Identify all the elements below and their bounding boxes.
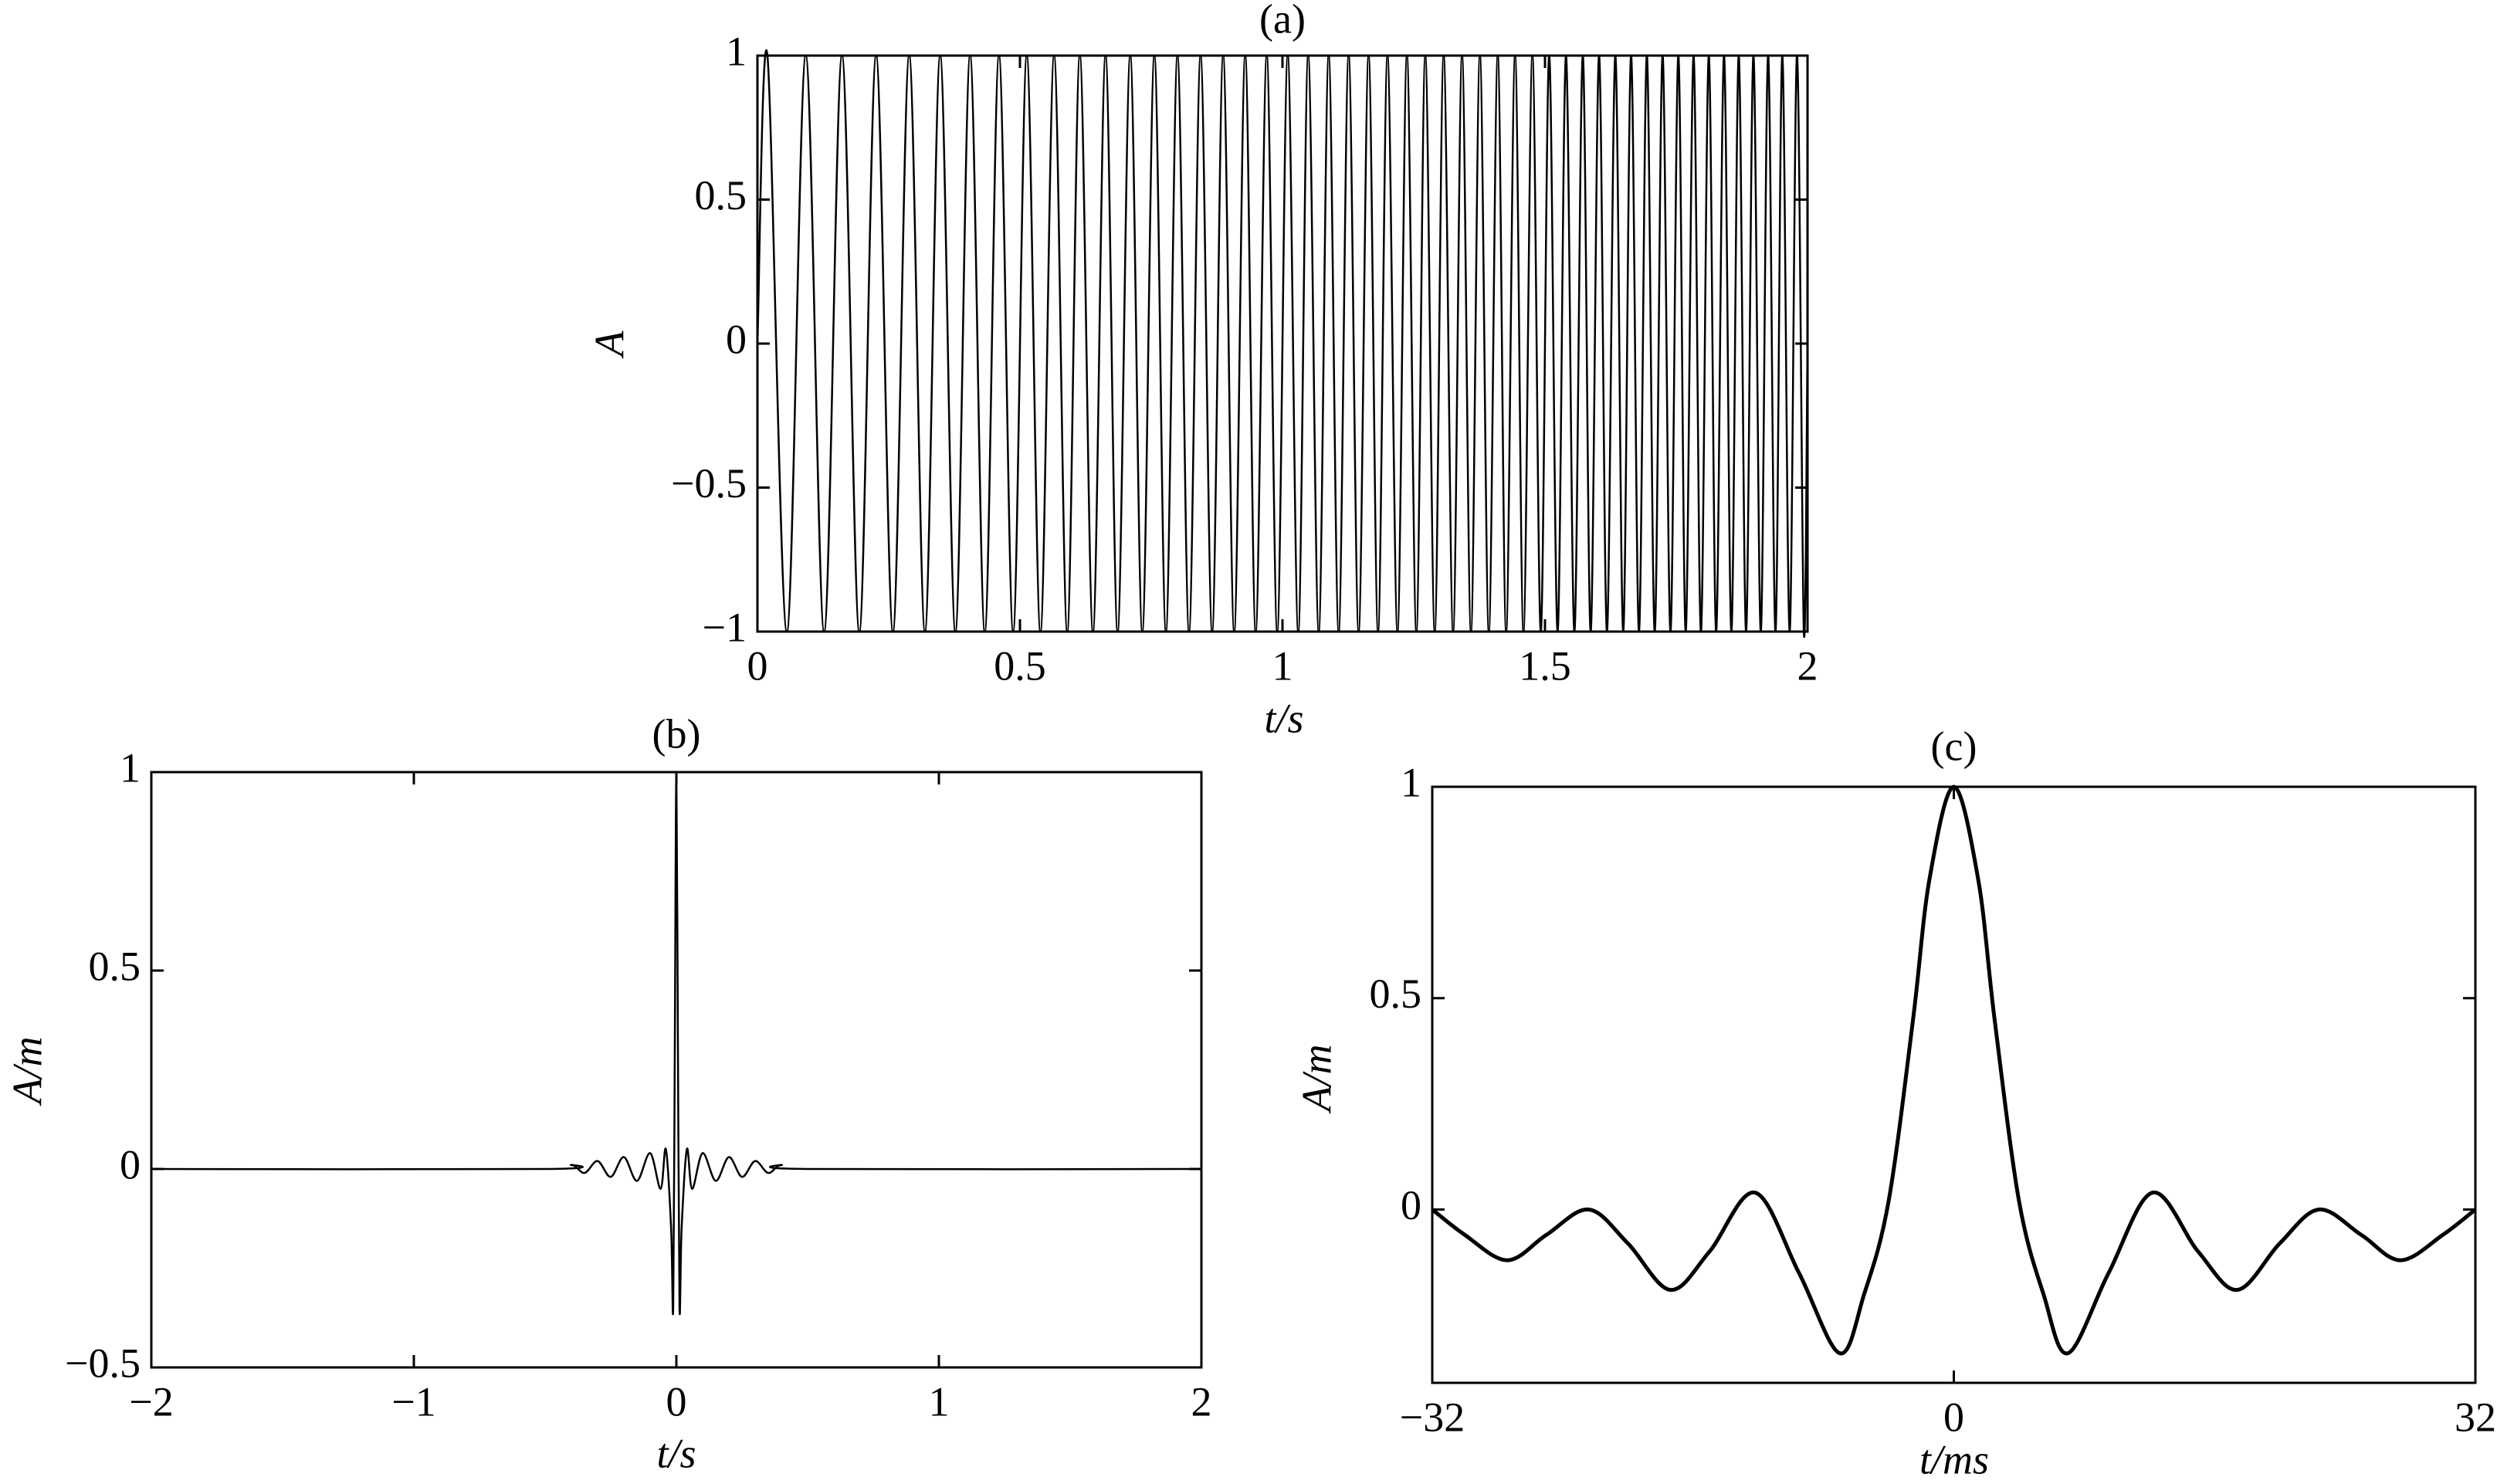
y-tick-label: 0.5 bbox=[1370, 971, 1422, 1017]
x-tick-label: 0 bbox=[1943, 1394, 1964, 1440]
x-tick-label: 1 bbox=[1272, 642, 1293, 689]
y-tick-label: 0.5 bbox=[89, 943, 141, 989]
x-tick-label: 0 bbox=[666, 1378, 687, 1425]
y-axis-label: A/m bbox=[4, 1037, 50, 1106]
x-tick-label: 1.5 bbox=[1519, 642, 1571, 689]
subplot: 0 0.5 1 1.5 2 −1 −0.5 0 0.5 1 (a) t/s A bbox=[586, 0, 1818, 741]
data-line bbox=[756, 49, 1809, 639]
y-tick-label: −1 bbox=[703, 604, 747, 650]
data-line bbox=[151, 771, 1202, 1316]
y-axis-label: A/m bbox=[1293, 1045, 1340, 1114]
x-axis-label: t/s bbox=[1264, 695, 1303, 741]
x-tick-label: −1 bbox=[391, 1378, 435, 1425]
x-axis-label: t/s bbox=[656, 1430, 696, 1476]
y-axis-label: A bbox=[586, 330, 632, 359]
x-tick-label: −2 bbox=[129, 1378, 173, 1425]
x-tick-label: 0 bbox=[747, 642, 768, 689]
x-axis-label: t/ms bbox=[1919, 1436, 1989, 1482]
plot-frame bbox=[1431, 785, 2477, 1384]
subplot: −32 0 32 0 0.5 1 (c) t/ms A/m bbox=[1293, 723, 2496, 1482]
x-tick-label: 1 bbox=[929, 1378, 950, 1425]
x-tick-label: 0.5 bbox=[994, 642, 1046, 689]
y-tick-label: 0 bbox=[1401, 1182, 1421, 1228]
y-tick-label: 1 bbox=[726, 28, 747, 74]
y-tick-label: 1 bbox=[1401, 759, 1421, 805]
y-tick-label: 0.5 bbox=[695, 172, 747, 219]
chart-title: (c) bbox=[1931, 723, 1977, 769]
subplot: −2 −1 0 1 2 −0.5 0 0.5 1 (b) t/s A/m bbox=[4, 710, 1211, 1476]
x-tick-label: 2 bbox=[1797, 642, 1818, 689]
y-tick-label: −0.5 bbox=[671, 460, 747, 507]
x-tick-label: 32 bbox=[2455, 1394, 2496, 1440]
data-line bbox=[1431, 784, 2477, 1356]
chart-title: (a) bbox=[1259, 0, 1306, 42]
x-tick-label: −32 bbox=[1400, 1394, 1465, 1440]
y-tick-label: −0.5 bbox=[65, 1340, 141, 1386]
chart-title: (b) bbox=[652, 710, 701, 757]
x-tick-label: 2 bbox=[1191, 1378, 1212, 1425]
y-tick-label: 1 bbox=[120, 744, 141, 791]
y-tick-label: 0 bbox=[120, 1141, 141, 1188]
y-tick-label: 0 bbox=[726, 316, 747, 362]
